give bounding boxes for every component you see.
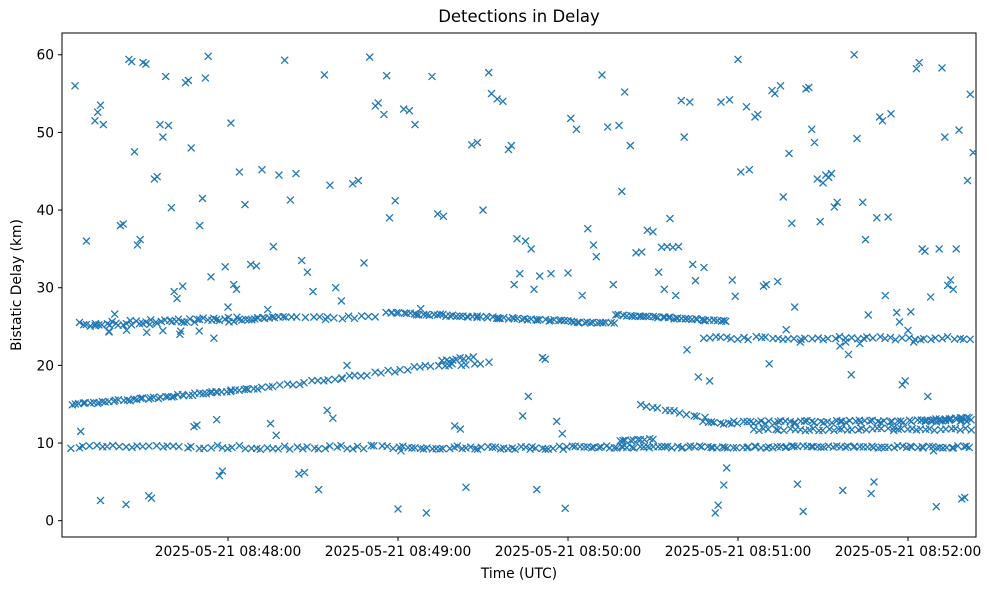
y-tick-label: 20 [36, 358, 54, 374]
x-tick-label: 2025-05-21 08:50:00 [495, 544, 642, 560]
x-axis-label: Time (UTC) [480, 566, 558, 582]
x-tick-label: 2025-05-21 08:49:00 [325, 544, 472, 560]
y-tick-label: 50 [36, 125, 54, 141]
x-tick-label: 2025-05-21 08:52:00 [835, 544, 982, 560]
y-tick-label: 30 [36, 281, 54, 297]
y-axis-label: Bistatic Delay (km) [9, 219, 25, 351]
x-tick-label: 2025-05-21 08:48:00 [155, 544, 302, 560]
y-tick-label: 40 [36, 203, 54, 219]
x-tick-label: 2025-05-21 08:51:00 [665, 544, 812, 560]
y-tick-label: 10 [36, 436, 54, 452]
y-tick-label: 0 [45, 514, 54, 530]
y-tick-label: 60 [36, 48, 54, 64]
chart-title: Detections in Delay [438, 7, 600, 26]
tick-labels: 2025-05-21 08:48:00 2025-05-21 08:49:00 20… [36, 48, 981, 560]
axes-box [61, 32, 977, 538]
scatter-points [67, 50, 977, 517]
